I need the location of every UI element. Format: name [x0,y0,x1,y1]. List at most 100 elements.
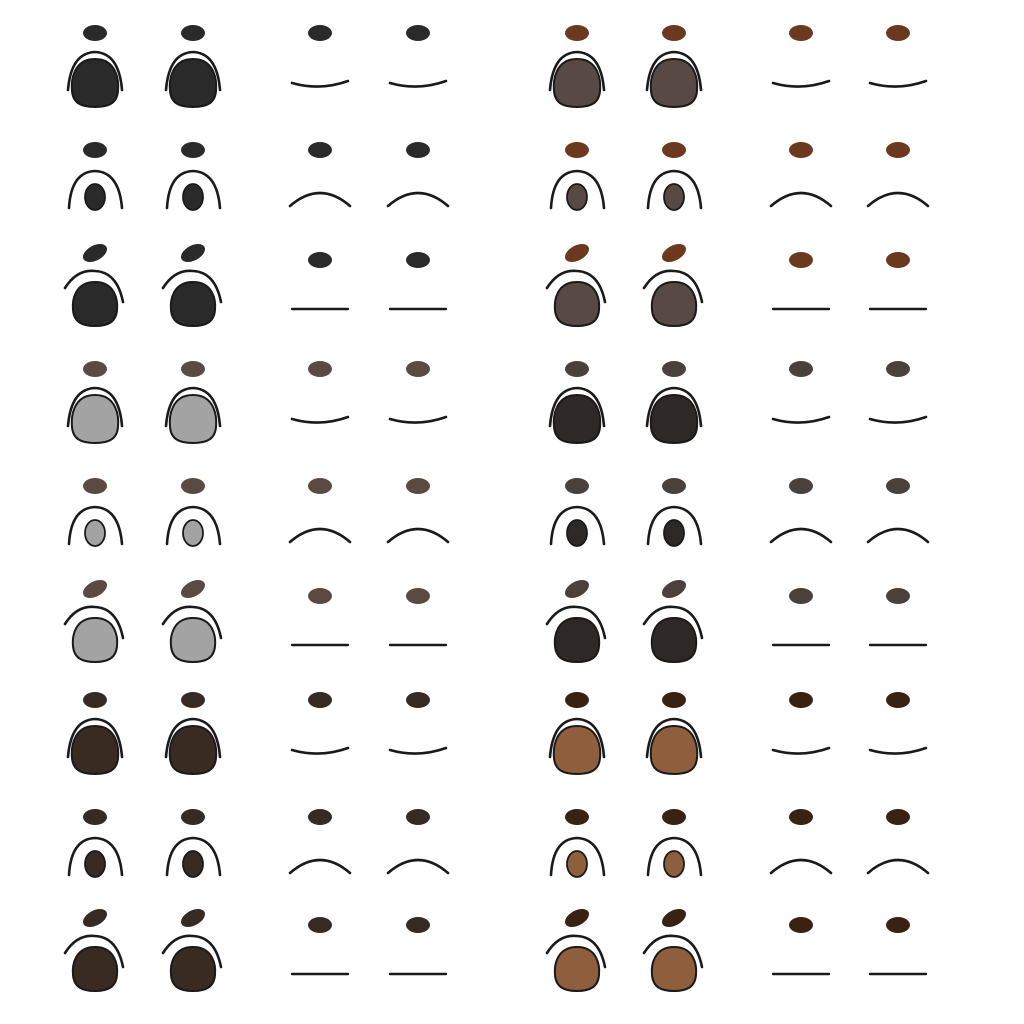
closed-eye-arc-icon [769,858,833,875]
brow-icon [181,361,205,377]
eyelid-arc-icon [165,505,222,546]
brow-icon [83,692,107,708]
sprite-row [548,25,928,109]
closed-eye-arc-icon [769,527,833,544]
eyelid-arc-icon [642,605,704,640]
iris-icon [552,57,602,109]
iris-icon [168,57,218,109]
closed-eye-sprite [290,25,350,88]
eyelid-arc-icon [549,169,606,210]
brow-icon [789,142,813,158]
closed-eye-smile-icon [771,79,831,88]
closed-eye-sprite [771,917,831,976]
open-eye-sprite [545,579,607,664]
brow-icon [308,361,332,377]
iris-icon [168,724,218,776]
closed-eye-sprite [388,588,448,647]
closed-eye-smile-icon [771,746,831,755]
open-eye-sprite [63,908,125,993]
brow-icon [83,809,107,825]
closed-eye-sprite [866,809,930,875]
open-eye-sprite [642,243,704,328]
brow-icon [789,588,813,604]
open-eye-sprite [646,478,703,547]
open-eye-sprite [545,908,607,993]
brow-icon [180,243,206,263]
eyelid-arc-icon [642,269,704,304]
open-eye-sprite [549,809,606,878]
closed-eye-sprite [290,361,350,424]
sprite-row [545,243,928,328]
closed-eye-sprite [388,692,448,755]
eyelid-arc-icon [545,934,607,969]
open-eye-sprite [645,692,703,776]
brow-icon [789,692,813,708]
closed-eye-smile-icon [290,79,350,88]
brow-icon [789,917,813,933]
iris-icon [649,393,699,445]
closed-eye-sprite [290,692,350,755]
open-eye-sprite [66,25,124,109]
eyelid-arc-icon [164,50,222,92]
closed-eye-smile-icon [388,746,448,755]
brow-icon [181,142,205,158]
brow-icon [308,25,332,41]
open-eye-sprite [66,361,124,445]
eyelid-arc-icon [642,934,704,969]
closed-eye-sprite [868,25,928,88]
closed-eye-sprite [288,142,352,208]
eyelid-arc-icon [548,50,606,92]
brow-icon [789,809,813,825]
closed-eye-arc-icon [866,858,930,875]
sprite-row [545,908,928,993]
eyelid-arc-icon [161,934,223,969]
closed-eye-sprite [290,252,350,311]
iris-icon [650,280,698,328]
eyelid-arc-icon [66,717,124,759]
brow-icon [406,478,430,494]
closed-eye-sprite [771,692,831,755]
brow-icon [565,361,589,377]
open-eye-sprite [548,361,606,445]
brow-icon [83,478,107,494]
brow-icon [886,142,910,158]
brow-icon [564,908,590,928]
brow-icon [789,25,813,41]
brow-icon [564,579,590,599]
sprite-row [67,142,450,211]
iris-icon [552,724,602,776]
eyelid-arc-icon [164,386,222,428]
closed-eye-smile-icon [388,79,448,88]
sprite-row [66,692,448,776]
brow-icon [308,692,332,708]
brow-icon [406,25,430,41]
eyelid-arc-icon [646,505,703,546]
iris-icon [552,393,602,445]
brow-icon [789,478,813,494]
closed-eye-arc-icon [866,527,930,544]
closed-eye-sprite [388,361,448,424]
closed-eye-smile-icon [868,746,928,755]
brow-icon [886,692,910,708]
brow-icon [564,243,590,263]
brow-icon [308,588,332,604]
eyelid-arc-icon [67,169,124,210]
brow-icon [82,579,108,599]
iris-icon [566,183,588,211]
open-eye-sprite [645,25,703,109]
eyelid-arc-icon [645,50,703,92]
iris-icon [649,724,699,776]
brow-icon [662,809,686,825]
closed-eye-sprite [386,142,450,208]
open-eye-sprite [165,142,222,211]
open-eye-sprite [548,692,606,776]
open-eye-sprite [549,478,606,547]
brow-icon [406,142,430,158]
open-eye-sprite [67,809,124,878]
iris-icon [649,57,699,109]
iris-icon [71,280,119,328]
brow-icon [181,692,205,708]
open-eye-sprite [642,579,704,664]
brow-icon [662,25,686,41]
open-eye-sprite [548,25,606,109]
